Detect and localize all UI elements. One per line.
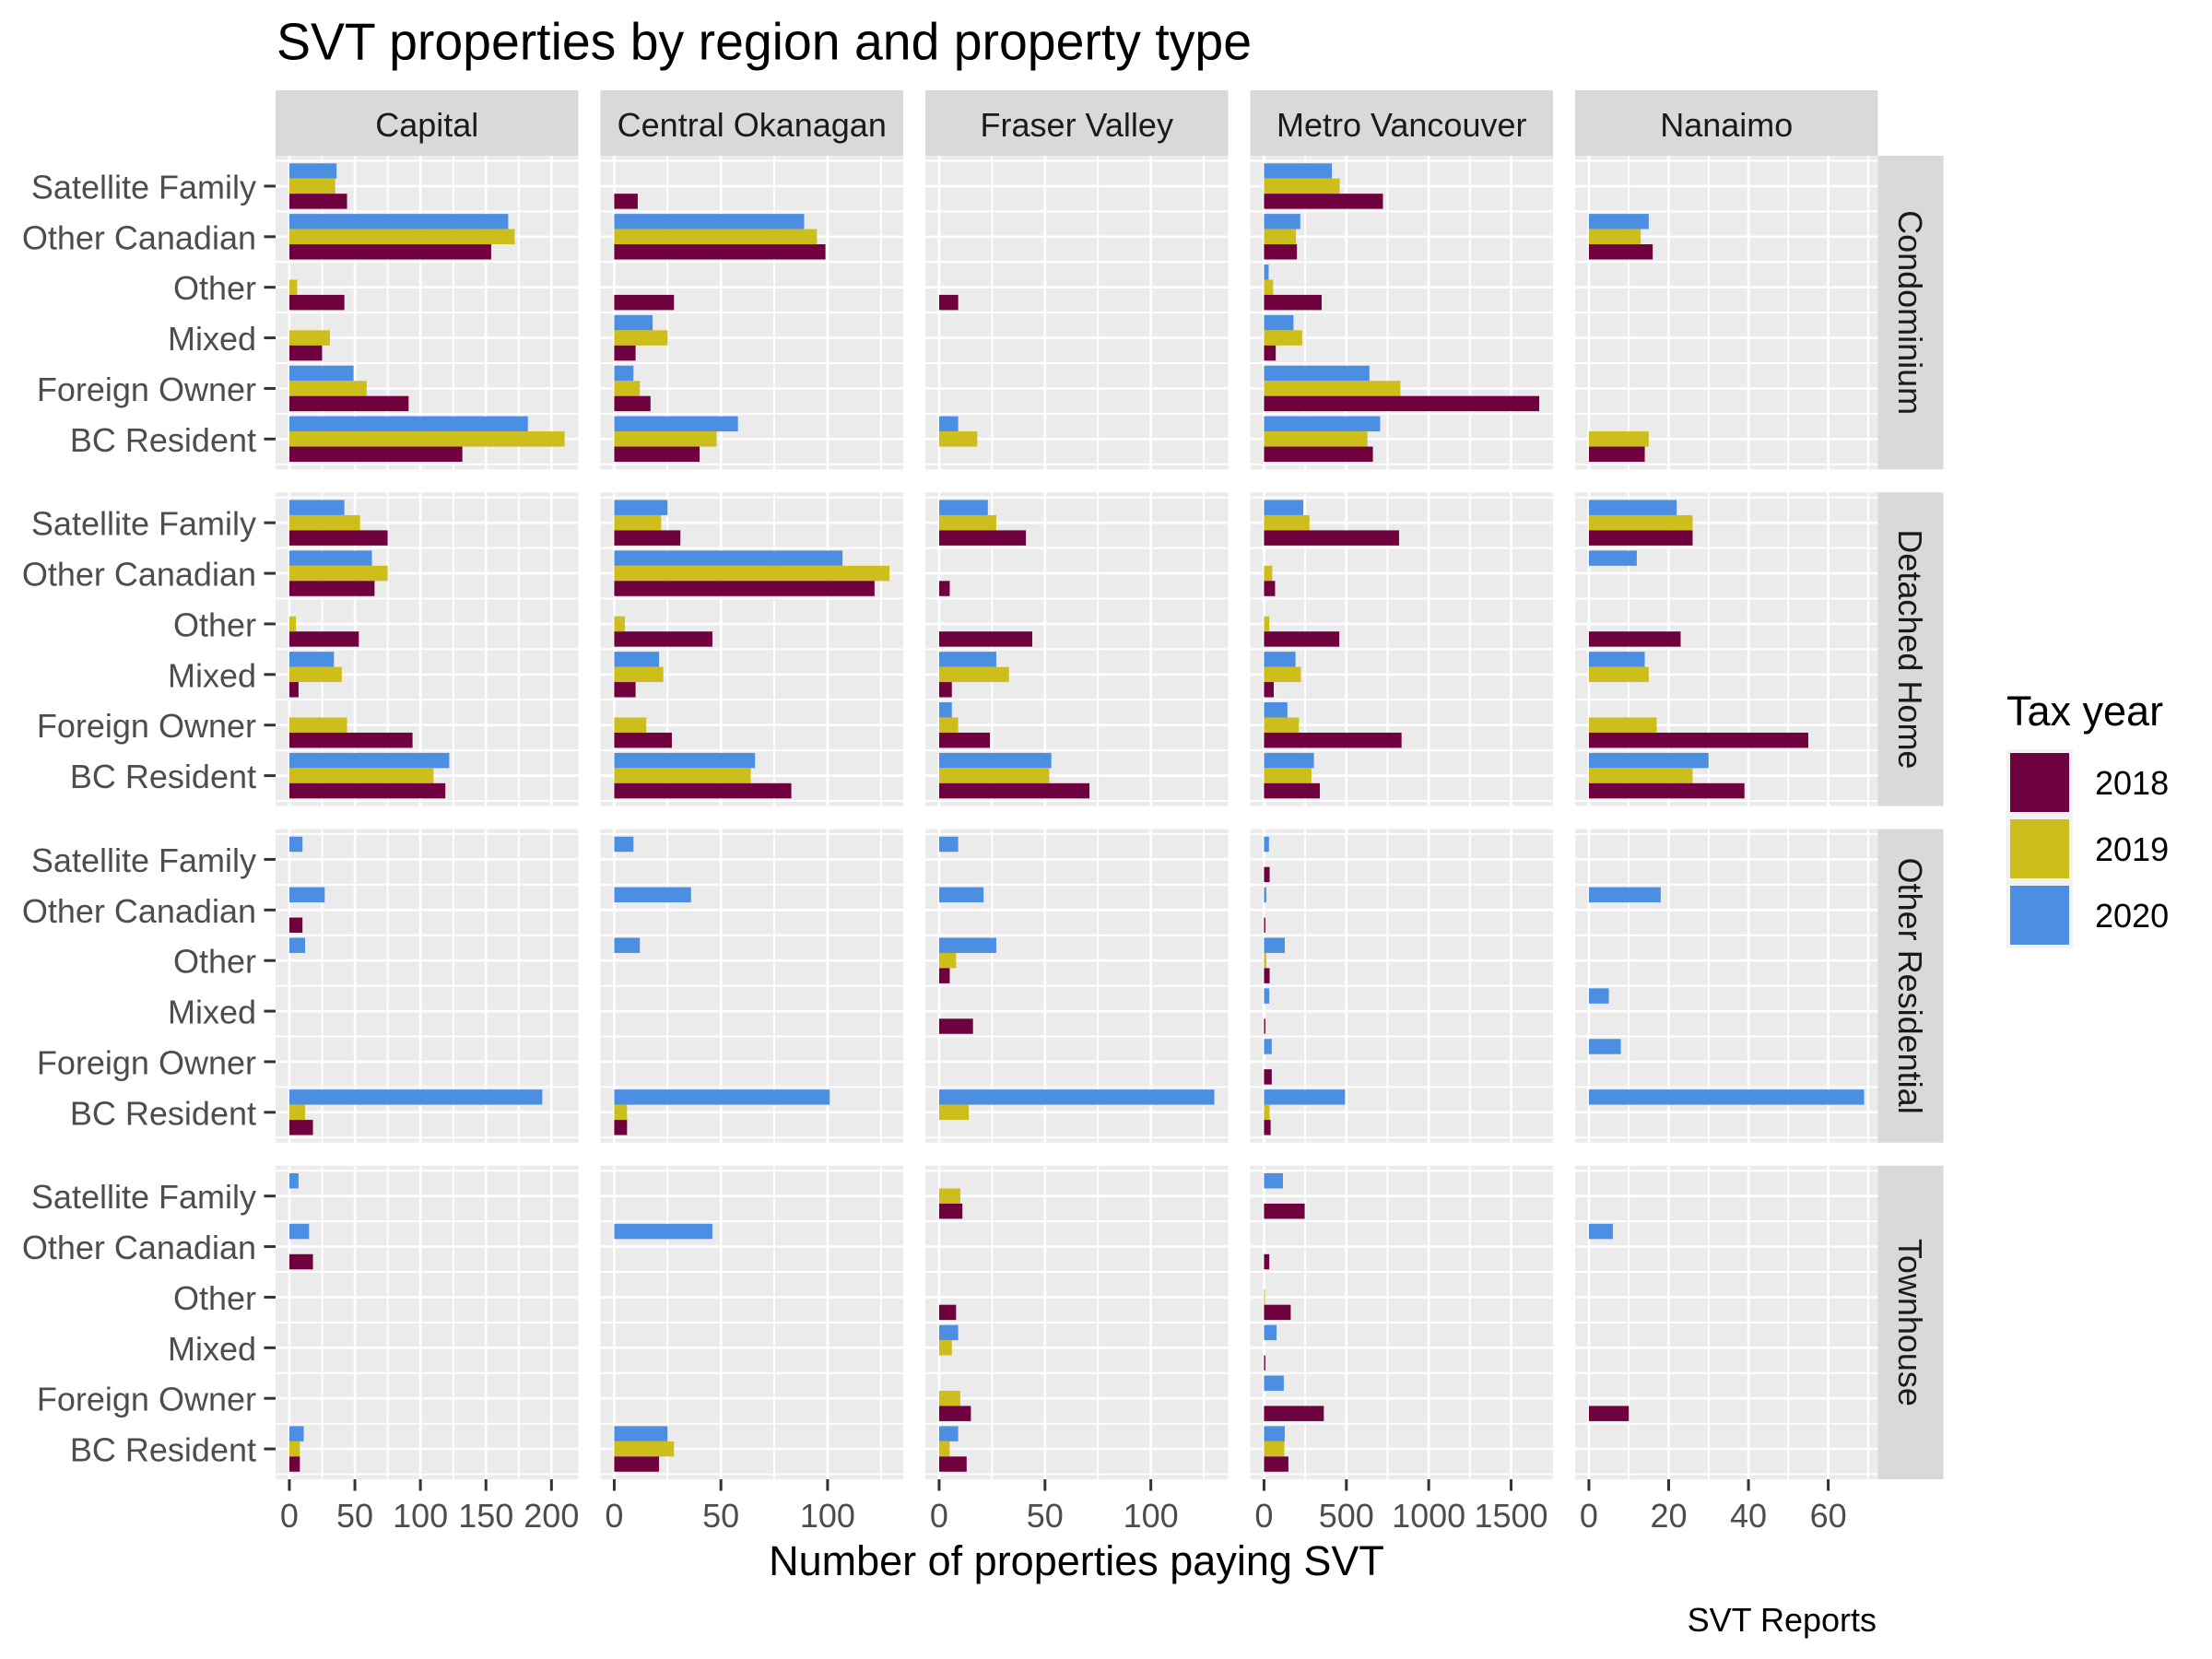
svg-text:0: 0 — [1254, 1497, 1273, 1535]
svg-text:Condominium: Condominium — [1891, 210, 1929, 415]
svg-text:Foreign Owner: Foreign Owner — [37, 707, 256, 745]
svg-text:1500: 1500 — [1474, 1497, 1547, 1535]
svg-text:Detached Home: Detached Home — [1891, 529, 1929, 769]
svg-text:100: 100 — [800, 1497, 855, 1535]
svg-text:Other: Other — [173, 1279, 256, 1317]
svg-text:SVT properties by region and p: SVT properties by region and property ty… — [276, 13, 1252, 72]
svg-text:2020: 2020 — [2095, 897, 2169, 935]
svg-text:BC Resident: BC Resident — [70, 421, 256, 459]
svg-text:2019: 2019 — [2095, 830, 2169, 868]
svg-text:Other Canadian: Other Canadian — [22, 556, 256, 594]
svg-text:SVT Reports: SVT Reports — [1688, 1601, 1877, 1639]
svg-text:Other Canadian: Other Canadian — [22, 892, 256, 930]
svg-text:Other: Other — [173, 269, 256, 307]
svg-text:100: 100 — [1124, 1497, 1179, 1535]
svg-text:Other Canadian: Other Canadian — [22, 218, 256, 256]
svg-text:Number of properties paying SV: Number of properties paying SVT — [769, 1537, 1384, 1584]
svg-text:Foreign Owner: Foreign Owner — [37, 1381, 256, 1418]
svg-text:1000: 1000 — [1392, 1497, 1465, 1535]
svg-text:Satellite Family: Satellite Family — [31, 168, 256, 206]
svg-text:60: 60 — [1810, 1497, 1847, 1535]
svg-text:20: 20 — [1650, 1497, 1687, 1535]
svg-text:Other Canadian: Other Canadian — [22, 1229, 256, 1266]
svg-text:200: 200 — [524, 1497, 579, 1535]
svg-text:500: 500 — [1319, 1497, 1374, 1535]
svg-text:Foreign Owner: Foreign Owner — [37, 371, 256, 408]
svg-text:2018: 2018 — [2095, 764, 2169, 802]
svg-text:BC Resident: BC Resident — [70, 1431, 256, 1469]
svg-text:Satellite Family: Satellite Family — [31, 841, 256, 879]
svg-text:100: 100 — [393, 1497, 448, 1535]
svg-text:0: 0 — [1580, 1497, 1598, 1535]
svg-text:Other: Other — [173, 943, 256, 981]
svg-text:50: 50 — [702, 1497, 739, 1535]
svg-text:150: 150 — [458, 1497, 513, 1535]
svg-text:Mixed: Mixed — [168, 656, 256, 694]
svg-text:Mixed: Mixed — [168, 1330, 256, 1368]
svg-text:Metro Vancouver: Metro Vancouver — [1277, 106, 1526, 144]
svg-text:Satellite Family: Satellite Family — [31, 505, 256, 543]
svg-text:40: 40 — [1730, 1497, 1767, 1535]
svg-text:0: 0 — [605, 1497, 623, 1535]
svg-text:Mixed: Mixed — [168, 994, 256, 1031]
svg-text:50: 50 — [336, 1497, 373, 1535]
svg-text:Nanaimo: Nanaimo — [1660, 106, 1793, 144]
svg-text:BC Resident: BC Resident — [70, 1094, 256, 1132]
svg-text:Capital: Capital — [375, 106, 478, 144]
svg-text:Central Okanagan: Central Okanagan — [618, 106, 887, 144]
svg-text:Satellite Family: Satellite Family — [31, 1178, 256, 1216]
svg-text:Other: Other — [173, 606, 256, 643]
svg-text:BC Resident: BC Resident — [70, 758, 256, 795]
svg-text:Foreign Owner: Foreign Owner — [37, 1043, 256, 1081]
svg-text:Mixed: Mixed — [168, 320, 256, 358]
svg-text:Townhouse: Townhouse — [1891, 1239, 1929, 1406]
svg-text:Fraser Valley: Fraser Valley — [981, 106, 1173, 144]
svg-text:0: 0 — [930, 1497, 948, 1535]
svg-text:0: 0 — [280, 1497, 299, 1535]
svg-text:Other Residential: Other Residential — [1891, 858, 1929, 1114]
svg-text:Tax year: Tax year — [2006, 688, 2163, 735]
svg-text:50: 50 — [1027, 1497, 1064, 1535]
